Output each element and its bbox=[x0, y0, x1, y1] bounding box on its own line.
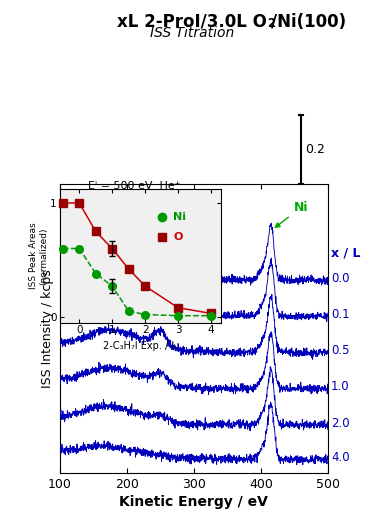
Text: /Ni(100): /Ni(100) bbox=[271, 13, 347, 31]
Text: Eᴵ = 500 eV  He⁺: Eᴵ = 500 eV He⁺ bbox=[88, 181, 181, 191]
Text: 0.0: 0.0 bbox=[331, 272, 349, 285]
Text: Ni: Ni bbox=[275, 201, 308, 227]
Text: 0.2: 0.2 bbox=[305, 143, 325, 156]
Text: 4.0: 4.0 bbox=[331, 451, 350, 464]
Text: xL 2-ProI/3.0L O: xL 2-ProI/3.0L O bbox=[117, 13, 267, 31]
Text: 2.0: 2.0 bbox=[331, 417, 350, 430]
Text: ISS Titration: ISS Titration bbox=[150, 26, 234, 40]
Text: 2: 2 bbox=[267, 17, 275, 30]
Y-axis label: ISS Intensity / kcps: ISS Intensity / kcps bbox=[41, 269, 54, 388]
Text: 0.1: 0.1 bbox=[331, 308, 350, 321]
Text: 0.5: 0.5 bbox=[331, 344, 349, 357]
Text: 1.0: 1.0 bbox=[331, 381, 350, 393]
Text: O: O bbox=[166, 241, 201, 257]
X-axis label: Kinetic Energy / eV: Kinetic Energy / eV bbox=[119, 495, 268, 509]
Text: x / L: x / L bbox=[331, 247, 361, 260]
